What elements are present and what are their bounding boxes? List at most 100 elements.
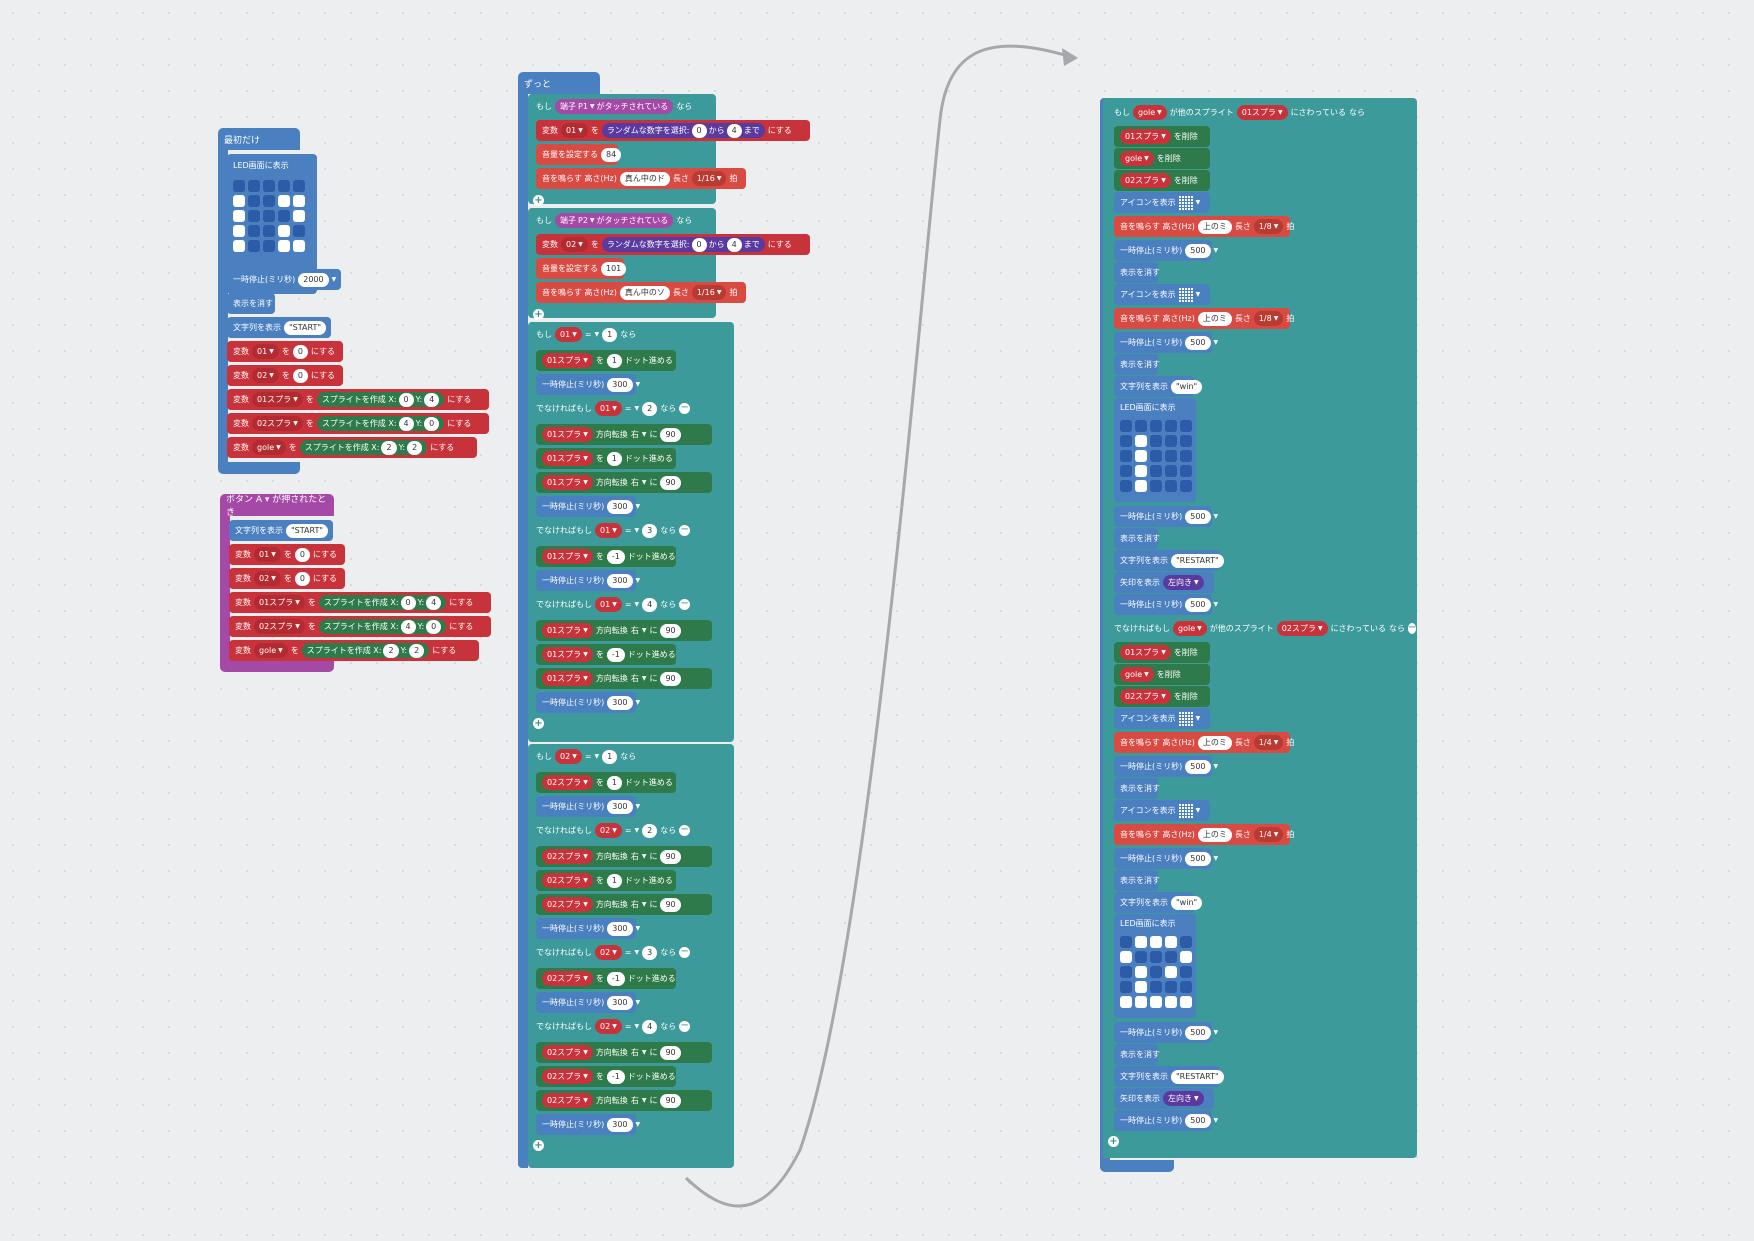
led-grid[interactable]	[1120, 420, 1192, 492]
pause-block[interactable]: 一時停止(ミリ秒) 500 ▼	[1114, 1110, 1218, 1131]
show-string[interactable]: 文字列を表示 "RESTART"	[1114, 1066, 1224, 1087]
set-var-gole-sprite[interactable]: 変数 gole ▼ を スプライトを作成 X: 2 Y: 2 にする	[227, 437, 477, 458]
led-grid[interactable]	[233, 180, 305, 252]
set-var-01-sprite[interactable]: 変数 01スプラ ▼ を スプライトを作成 X: 0 Y: 4 にする	[229, 592, 491, 613]
pause-block[interactable]: 一時停止(ミリ秒) 300 ▼	[536, 692, 640, 713]
play-tone[interactable]: 音を鳴らす 高さ(Hz) 上のミ 長さ 1/8 ▼ 拍	[1114, 308, 1294, 329]
turn-sprite[interactable]: 01スプラ ▼ 方向転換右 ▼ に 90	[536, 424, 712, 445]
delete-sprite[interactable]: 02スプラ ▼ を削除	[1114, 686, 1210, 707]
add-else-icon[interactable]: +	[533, 195, 544, 206]
turn-sprite[interactable]: 02スプラ ▼ 方向転換右 ▼ に 90	[536, 894, 712, 915]
show-string[interactable]: 文字列を表示 "win"	[1114, 376, 1203, 397]
set-var-02-sprite[interactable]: 変数 02スプラ ▼ を スプライトを作成 X: 4 Y: 0 にする	[229, 616, 491, 637]
move-sprite[interactable]: 01スプラ ▼ を -1 ドット進める	[536, 644, 676, 665]
pause-block[interactable]: 一時停止(ミリ秒) 300 ▼	[536, 1114, 640, 1135]
set-var-01-sprite[interactable]: 変数 01スプラ ▼ を スプライトを作成 X: 0 Y: 4 にする	[227, 389, 489, 410]
button-a-stack[interactable]: ボタン A ▾ が押されたとき 文字列を表示 "START" 変数 01 ▼ を 0 にする…	[220, 494, 491, 684]
on-start-hat[interactable]: 最初だけ	[218, 128, 300, 150]
if-condition[interactable]: もし 02 ▼ = ▼ 1 なら	[530, 746, 700, 767]
move-sprite[interactable]: 02スプラ ▼ を 1 ドット進める	[536, 870, 676, 891]
add-else-icon[interactable]: +	[533, 309, 544, 320]
set-02-random[interactable]: 変数 02 ▼ を ランダムな数字を選択: 0 から 4 まで にする	[536, 234, 810, 255]
remove-branch-icon[interactable]: −	[679, 524, 691, 536]
show-string-block[interactable]: 文字列を表示 "START"	[229, 520, 333, 541]
remove-branch-icon[interactable]: −	[679, 402, 691, 414]
gole-check-stack[interactable]: もし gole ▼ が他のスプライト 01スプラ ▼ にさわっている なら 01スプラ ▼ を削除 g…	[1100, 98, 1420, 1178]
remove-branch-icon[interactable]: −	[679, 946, 691, 958]
pause-block[interactable]: 一時停止(ミリ秒) 2000 ▼	[227, 269, 341, 290]
pause-block[interactable]: 一時停止(ミリ秒) 300 ▼	[536, 992, 640, 1013]
set-01-random[interactable]: 変数 01 ▼ を ランダムな数字を選択: 0 から 4 まで にする	[536, 120, 810, 141]
show-arrow[interactable]: 矢印を表示 左向き ▼	[1114, 1088, 1214, 1109]
turn-sprite[interactable]: 02スプラ ▼ 方向転換右 ▼ に 90	[536, 1090, 712, 1111]
add-else-icon[interactable]: +	[533, 1140, 544, 1151]
show-leds[interactable]: LED画面に表示	[1114, 914, 1196, 1018]
add-else-icon[interactable]: +	[1108, 1136, 1119, 1147]
pause-block[interactable]: 一時停止(ミリ秒) 500 ▼	[1114, 756, 1218, 777]
move-sprite[interactable]: 02スプラ ▼ を 1 ドット進める	[536, 772, 676, 793]
pause-block[interactable]: 一時停止(ミリ秒) 300 ▼	[536, 570, 640, 591]
set-var-02[interactable]: 変数 02 ▼ を 0 にする	[229, 568, 345, 589]
delete-sprite[interactable]: 02スプラ ▼ を削除	[1114, 170, 1210, 191]
show-leds-block[interactable]: LED画面に表示	[227, 154, 317, 294]
set-var-02-sprite[interactable]: 変数 02スプラ ▼ を スプライトを作成 X: 4 Y: 0 にする	[227, 413, 489, 434]
play-tone-1[interactable]: 音を鳴らす 高さ(Hz) 真ん中のド 長さ 1/16 ▼ 拍	[536, 168, 746, 189]
if-p2-header[interactable]: もし 端子 P2 ▼ がタッチされている なら	[530, 210, 710, 231]
pause-block[interactable]: 一時停止(ミリ秒) 500 ▼	[1114, 332, 1218, 353]
turn-sprite[interactable]: 01スプラ ▼ 方向転換右 ▼ に 90	[536, 472, 712, 493]
remove-branch-icon[interactable]: −	[1408, 622, 1417, 634]
if-p1-header[interactable]: もし 端子 P1 ▼ がタッチされている なら	[530, 96, 710, 117]
show-string-block[interactable]: 文字列を表示 "START"	[227, 317, 331, 338]
else-if-gole-touching-02[interactable]: でなければもし gole ▼ が他のスプライト 02スプラ ▼ にさわっている なら −	[1108, 618, 1417, 639]
clear-screen[interactable]: 表示を消す	[1114, 528, 1160, 549]
button-a-hat[interactable]: ボタン A ▾ が押されたとき	[220, 494, 334, 518]
else-if-header[interactable]: でなければもし 01 ▼ = ▼ 2 なら −	[530, 398, 730, 419]
remove-branch-icon[interactable]: −	[679, 598, 691, 610]
pause-block[interactable]: 一時停止(ミリ秒) 500 ▼	[1114, 506, 1218, 527]
on-start-stack[interactable]: 最初だけ LED画面に表示 一時停止(ミリ秒) 2000 ▼ 表示を消す 文字列を表…	[218, 128, 489, 478]
delete-sprite[interactable]: gole ▼ を削除	[1114, 664, 1210, 685]
move-sprite[interactable]: 01スプラ ▼ を -1 ドット進める	[536, 546, 676, 567]
play-tone[interactable]: 音を鳴らす 高さ(Hz) 上のミ 長さ 1/4 ▼ 拍	[1114, 732, 1294, 753]
led-grid[interactable]	[1120, 936, 1192, 1008]
show-icon[interactable]: アイコンを表示 ▼	[1114, 192, 1210, 213]
pause-block[interactable]: 一時停止(ミリ秒) 500 ▼	[1114, 594, 1218, 615]
pause-block[interactable]: 一時停止(ミリ秒) 300 ▼	[536, 918, 640, 939]
play-tone-2[interactable]: 音を鳴らす 高さ(Hz) 真ん中のソ 長さ 1/16 ▼ 拍	[536, 282, 746, 303]
clear-screen-block[interactable]: 表示を消す	[227, 293, 275, 314]
set-volume-101[interactable]: 音量を設定する 101	[536, 258, 627, 279]
else-if-header[interactable]: でなければもし 01 ▼ = ▼ 3 なら −	[530, 520, 730, 541]
clear-screen[interactable]: 表示を消す	[1114, 778, 1160, 799]
move-sprite[interactable]: 02スプラ ▼ を -1 ドット進める	[536, 968, 676, 989]
move-sprite[interactable]: 01スプラ ▼ を 1 ドット進める	[536, 350, 676, 371]
move-sprite[interactable]: 02スプラ ▼ を -1 ドット進める	[536, 1066, 676, 1087]
else-if-header[interactable]: でなければもし 02 ▼ = ▼ 4 なら −	[530, 1016, 730, 1037]
pause-block[interactable]: 一時停止(ミリ秒) 500 ▼	[1114, 240, 1218, 261]
turn-sprite[interactable]: 01スプラ ▼ 方向転換右 ▼ に 90	[536, 620, 712, 641]
turn-sprite[interactable]: 02スプラ ▼ 方向転換右 ▼ に 90	[536, 1042, 712, 1063]
show-leds[interactable]: LED画面に表示	[1114, 398, 1196, 502]
show-icon[interactable]: アイコンを表示 ▼	[1114, 800, 1210, 821]
delete-sprite[interactable]: 01スプラ ▼ を削除	[1114, 642, 1210, 663]
delete-sprite[interactable]: 01スプラ ▼ を削除	[1114, 126, 1210, 147]
remove-branch-icon[interactable]: −	[679, 1020, 691, 1032]
play-tone[interactable]: 音を鳴らす 高さ(Hz) 上のミ 長さ 1/4 ▼ 拍	[1114, 824, 1294, 845]
show-arrow[interactable]: 矢印を表示 左向き ▼	[1114, 572, 1214, 593]
else-if-header[interactable]: でなければもし 02 ▼ = ▼ 2 なら −	[530, 820, 730, 841]
pause-block[interactable]: 一時停止(ミリ秒) 300 ▼	[536, 374, 640, 395]
show-string[interactable]: 文字列を表示 "win"	[1114, 892, 1203, 913]
show-icon[interactable]: アイコンを表示 ▼	[1114, 284, 1210, 305]
forever-stack[interactable]: ずっと もし 端子 P1 ▼ がタッチされている なら 変数 01 ▼ を ランダムな数字を選択…	[518, 72, 818, 1172]
clear-screen[interactable]: 表示を消す	[1114, 354, 1160, 375]
play-tone[interactable]: 音を鳴らす 高さ(Hz) 上のミ 長さ 1/8 ▼ 拍	[1114, 216, 1294, 237]
set-volume-84[interactable]: 音量を設定する 84	[536, 144, 622, 165]
remove-branch-icon[interactable]: −	[679, 824, 691, 836]
pause-block[interactable]: 一時停止(ミリ秒) 300 ▼	[536, 796, 640, 817]
if-gole-touching-01[interactable]: もし gole ▼ が他のスプライト 01スプラ ▼ にさわっている なら	[1108, 102, 1365, 123]
clear-screen[interactable]: 表示を消す	[1114, 1044, 1160, 1065]
show-string[interactable]: 文字列を表示 "RESTART"	[1114, 550, 1224, 571]
pause-block[interactable]: 一時停止(ミリ秒) 300 ▼	[536, 496, 640, 517]
if-condition[interactable]: もし 01 ▼ = ▼ 1 なら	[530, 324, 700, 345]
pause-block[interactable]: 一時停止(ミリ秒) 500 ▼	[1114, 848, 1218, 869]
pause-block[interactable]: 一時停止(ミリ秒) 500 ▼	[1114, 1022, 1218, 1043]
